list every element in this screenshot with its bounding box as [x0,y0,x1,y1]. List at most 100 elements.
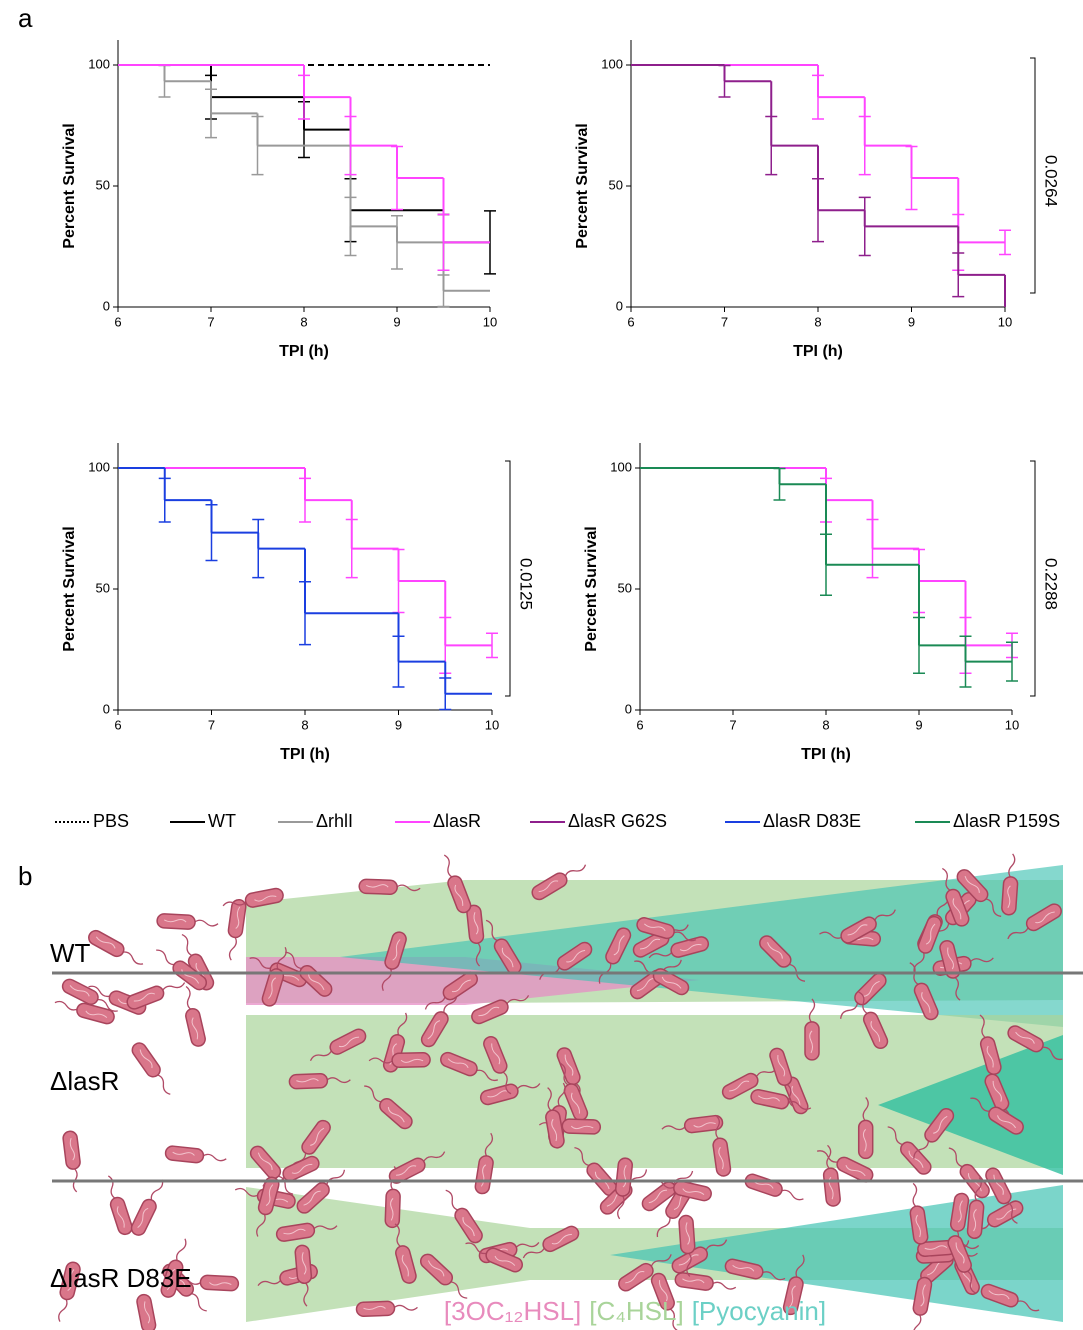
cell-detail [454,884,464,906]
cell [618,1262,654,1292]
flagellum [711,1281,737,1290]
legend-label: ΔlasR D83E [763,811,861,831]
flagellum [704,1239,728,1252]
cell [979,1036,1002,1075]
flagellum [858,991,869,1015]
y-axis-title: Percent Survival [574,123,591,248]
flagellum [559,1062,570,1086]
flagellum [445,1189,460,1212]
bacterium [471,995,530,1025]
y-axis-title: Percent Survival [61,526,78,651]
bacterium [164,1145,227,1164]
cell-detail [925,923,936,945]
error-bar [866,518,879,579]
flagellum [190,1292,207,1312]
bacterium [939,940,961,1001]
bacterium [62,1130,81,1193]
cell [862,1011,889,1050]
error-bar [858,115,871,176]
bacterium [160,1238,187,1298]
flagellum [424,995,447,1010]
cell-detail [845,1165,866,1177]
cell [483,1036,508,1074]
cell [917,915,942,954]
cell [288,1073,329,1090]
cell-detail [870,1020,881,1042]
bacterium [522,1225,580,1259]
x-tick-label: 8 [814,314,821,329]
cell [109,1196,133,1236]
error-bar [959,635,972,688]
cell [479,1083,519,1106]
flagellum [181,933,194,957]
error-bar [345,518,358,579]
cell [1007,1025,1044,1053]
flagellum [257,1279,282,1287]
cell [1025,903,1062,932]
cell [160,1259,184,1298]
bacterium [355,1300,418,1317]
bacterium [256,1176,280,1237]
flagellum [161,982,186,992]
flagellum [303,1281,309,1307]
cell [949,1192,970,1232]
flagellum [276,946,287,971]
x-tick-label: 8 [822,717,829,732]
cell [750,1088,790,1110]
flagellum [761,1271,786,1281]
flagellum [395,884,421,892]
bacterium [222,887,284,908]
bacterium [443,854,472,914]
cell-detail [915,1214,921,1238]
p-value: 0.0264 [1042,155,1061,207]
cell [420,1011,449,1048]
x-tick-label: 9 [395,717,402,732]
bacterium [294,1244,313,1307]
cell [721,1072,759,1100]
cell [355,1300,396,1317]
flagellum [795,1254,805,1279]
flagellum [942,867,952,892]
cell [956,869,989,903]
cell [556,941,593,971]
bacterium [545,1087,565,1149]
bacterium [136,1293,157,1330]
gradient-shape [878,1035,1063,1175]
flagellum [309,1049,333,1062]
flagellum [1041,1046,1063,1061]
flagellum [862,1096,869,1122]
x-tick-label: 6 [114,717,121,732]
series [640,467,1018,674]
flagellum [780,1189,804,1201]
gradient-shape [610,1185,1063,1322]
flagellum [449,1281,468,1299]
bacterium [1001,853,1019,916]
cell-detail [116,1206,125,1228]
flagellum [912,1313,922,1330]
cell [244,887,284,908]
cell-detail [296,1078,319,1083]
flagellum [913,1139,930,1159]
bacterium [131,1042,171,1095]
cell-detail [387,1106,405,1123]
cell-detail [729,1080,750,1092]
bacterium [227,898,247,961]
cell [485,1247,523,1273]
cell-detail [622,1165,627,1188]
bacterium [88,929,144,965]
cell [388,1157,426,1184]
cell [136,1293,157,1330]
bacterium [650,1272,679,1330]
x-tick-label: 8 [301,717,308,732]
cell [545,1109,565,1149]
error-bar [718,64,731,98]
cell-detail [396,1165,417,1176]
cell [966,1199,985,1240]
flagellum [1006,1201,1018,1224]
series [118,467,498,674]
flagellum [325,1169,346,1186]
cell-detail [571,1092,581,1114]
cell-detail [268,977,277,999]
flagellum [648,951,673,959]
